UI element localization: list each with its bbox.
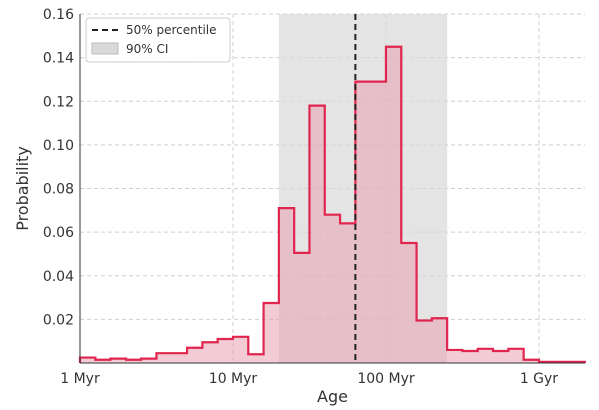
x-tick-label: 100 Myr <box>357 371 415 387</box>
histogram-bar <box>263 303 279 363</box>
histogram-bar <box>447 349 463 363</box>
histogram-bar <box>309 105 325 364</box>
histogram-bar <box>202 342 218 363</box>
y-tick-label: 0.04 <box>43 269 74 285</box>
y-tick-labels: 0.02 0.04 0.06 0.08 0.10 0.12 0.14 0.16 <box>43 7 74 328</box>
legend-box <box>85 17 231 63</box>
x-tick-label: 1 Myr <box>60 371 100 387</box>
legend-median-label: 50% percentile <box>126 23 217 37</box>
y-tick-label: 0.14 <box>43 51 74 67</box>
histogram-bar <box>523 359 539 363</box>
histogram-bar <box>217 339 233 363</box>
histogram-bar <box>80 357 96 363</box>
y-axis-label: Probability <box>13 146 32 231</box>
histogram-bar <box>477 348 494 363</box>
histogram-bar <box>462 351 478 363</box>
y-tick-label: 0.02 <box>43 312 74 328</box>
histogram-bar <box>110 358 127 363</box>
histogram-bar <box>493 351 509 363</box>
histogram-bar <box>401 243 417 363</box>
histogram-bar <box>355 81 371 364</box>
axes <box>79 14 585 364</box>
histogram-bar <box>431 318 448 363</box>
histogram-bar <box>95 359 111 363</box>
y-tick-label: 0.08 <box>43 182 74 198</box>
histogram-bar <box>324 214 341 363</box>
y-tick-label: 0.12 <box>43 94 74 110</box>
histogram-bar <box>171 353 188 363</box>
histogram-bar <box>416 320 432 363</box>
x-tick-labels: 1 Myr 10 Myr 100 Myr 1 Gyr <box>60 371 558 387</box>
y-tick-label: 0.06 <box>43 225 74 241</box>
histogram-bar <box>156 353 172 363</box>
histogram-bar <box>141 358 157 363</box>
histogram-outline <box>78 45 586 364</box>
histogram-bar <box>248 354 264 363</box>
y-tick-label: 0.16 <box>43 7 74 23</box>
legend-ci-label: 90% CI <box>126 42 168 56</box>
histogram-bar <box>370 81 386 364</box>
histogram-bar <box>187 347 203 363</box>
histogram-bar <box>385 46 402 363</box>
x-tick-label: 10 Myr <box>209 371 258 387</box>
histogram-bar <box>508 348 524 363</box>
histogram-bar <box>340 223 356 363</box>
histogram-bar <box>278 208 295 363</box>
histogram-bar <box>294 252 310 363</box>
legend: 50% percentile 90% CI <box>85 17 231 63</box>
histogram <box>78 45 586 364</box>
legend-ci-swatch <box>91 42 119 55</box>
histogram-bar <box>232 336 249 363</box>
y-tick-label: 0.10 <box>43 138 74 154</box>
histogram-bar <box>126 359 142 363</box>
x-axis-label: Age <box>317 387 348 406</box>
x-tick-label: 1 Gyr <box>520 371 558 387</box>
